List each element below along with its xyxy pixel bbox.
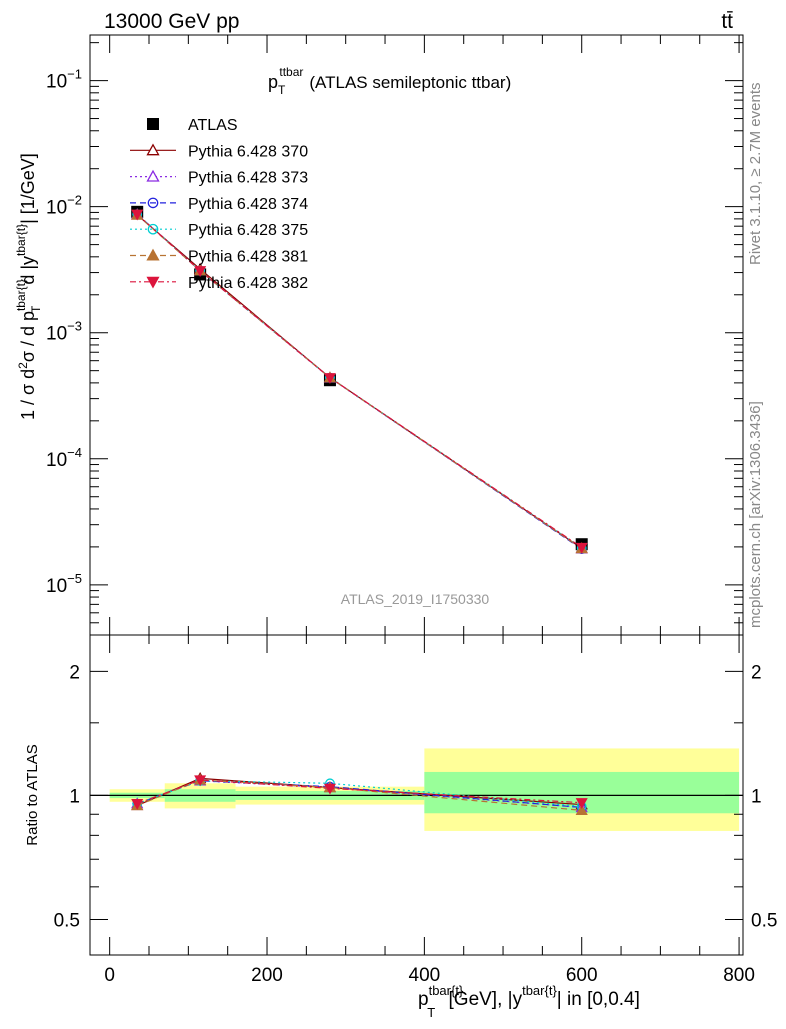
x-axis-title: ptbar{t} T [GeV], |ytbar{t}| in [0,0.4] bbox=[418, 983, 640, 1020]
chart-title-sup: ttbar bbox=[279, 65, 303, 79]
ratio-series-line bbox=[136, 779, 582, 811]
main-series-marker bbox=[131, 209, 144, 221]
main-series-marker bbox=[575, 542, 588, 554]
tick-layer: 10−5 10−4 10−3 10−2 10−1 0 200 400 600 800 0.5 0.5 1… bbox=[46, 35, 777, 986]
legend-label: Pythia 6.428 373 bbox=[188, 170, 308, 187]
ratio-y-axis-title: Ratio to ATLAS bbox=[24, 744, 41, 845]
main-y-tick-label: 10−3 bbox=[46, 319, 82, 345]
ratio-series-line bbox=[137, 780, 582, 808]
ratio-y-tick-label: 0.5 bbox=[54, 910, 80, 931]
main-y-tick-label: 10−2 bbox=[46, 193, 82, 219]
ratio-series-marker bbox=[131, 799, 144, 810]
legend-label: Pythia 6.428 374 bbox=[188, 196, 308, 213]
ratio-y-tick-label: 2 bbox=[69, 662, 80, 683]
legend-label: Pythia 6.428 370 bbox=[188, 143, 308, 160]
ratio-series-marker bbox=[575, 798, 588, 809]
main-y-tick-label: 10−4 bbox=[46, 445, 82, 471]
chart-title-rest: (ATLAS semileptonic ttbar) bbox=[309, 73, 511, 92]
legend-marker bbox=[146, 276, 160, 289]
x-tick-label: 0 bbox=[104, 965, 115, 986]
legend: ATLAS Pythia 6.428 370 Pythia 6.428 373 Pyt… bbox=[130, 117, 308, 292]
legend-marker bbox=[147, 223, 159, 235]
ratio-y-tick-label-right: 1 bbox=[751, 786, 762, 807]
main-data-layer bbox=[131, 205, 588, 555]
ratio-series-line bbox=[136, 779, 582, 805]
main-series-line bbox=[136, 213, 583, 548]
ratio-band-layer bbox=[109, 748, 740, 831]
legend-marker bbox=[146, 248, 160, 261]
energy-label: 13000 GeV pp bbox=[104, 10, 239, 33]
chart-title-main: p bbox=[268, 72, 278, 92]
ratio-series-marker bbox=[323, 783, 336, 795]
legend-marker bbox=[146, 143, 160, 156]
process-label: tt̄ bbox=[721, 10, 733, 33]
main-series-marker bbox=[323, 373, 336, 384]
main-series-layer bbox=[136, 213, 583, 550]
chart-title-sub: T bbox=[278, 83, 286, 97]
legend-marker bbox=[147, 197, 159, 209]
rivet-label: Rivet 3.1.10, ≥ 2.7M events bbox=[747, 83, 764, 266]
x-tick-label: 400 bbox=[409, 965, 441, 986]
x-tick-label: 200 bbox=[251, 965, 283, 986]
main-y-axis-title: 1 / σ d2σ / d ptbar{t}T d |ytbar{t}| [1/… bbox=[14, 153, 43, 420]
ratio-y-tick-label: 1 bbox=[69, 786, 80, 807]
ratio-y-tick-label-right: 2 bbox=[751, 662, 762, 683]
chart-title: pTttbar (ATLAS semileptonic ttbar) bbox=[268, 65, 511, 97]
x-tick-label: 600 bbox=[566, 965, 598, 986]
x-tick-label: 800 bbox=[723, 965, 755, 986]
analysis-watermark: ATLAS_2019_I1750330 bbox=[341, 591, 490, 607]
source-label: mcplots.cern.ch [arXiv:1306.3436] bbox=[747, 401, 764, 628]
legend-label: Pythia 6.428 382 bbox=[188, 275, 308, 292]
ratio-series-marker bbox=[575, 803, 588, 815]
legend-marker bbox=[146, 169, 160, 182]
ratio-y-tick-label-right: 0.5 bbox=[751, 910, 777, 931]
legend-label: Pythia 6.428 375 bbox=[188, 222, 308, 239]
legend-atlas-label: ATLAS bbox=[188, 117, 238, 134]
ratio-series-layer bbox=[131, 772, 588, 815]
legend-atlas-marker bbox=[147, 118, 159, 130]
main-y-tick-label: 10−1 bbox=[46, 67, 82, 93]
legend-label: Pythia 6.428 381 bbox=[188, 249, 308, 266]
main-y-tick-label: 10−5 bbox=[46, 571, 82, 597]
main-series-marker bbox=[194, 266, 207, 278]
ratio-series-marker bbox=[194, 775, 207, 787]
